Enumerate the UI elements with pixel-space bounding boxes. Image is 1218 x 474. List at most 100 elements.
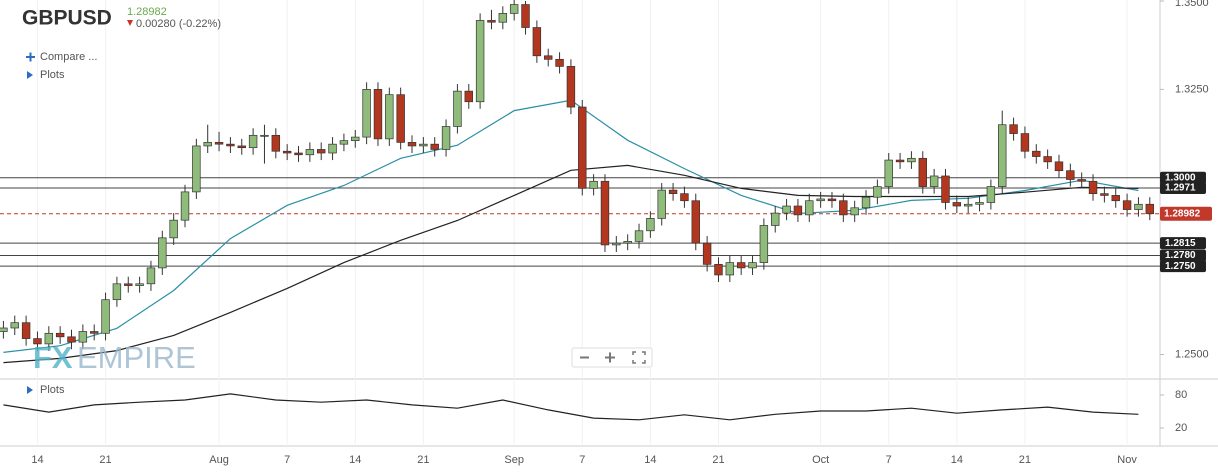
- candle-body: [975, 202, 984, 205]
- plus-icon[interactable]: [26, 52, 35, 62]
- candle-body: [192, 145, 201, 193]
- candle-body: [1134, 203, 1143, 210]
- candle-body: [1100, 193, 1109, 196]
- candle-body: [657, 189, 666, 219]
- candle-body: [748, 262, 757, 269]
- candle-body: [589, 180, 598, 189]
- candle-body: [680, 193, 689, 202]
- plots-icon[interactable]: [27, 71, 33, 79]
- candle-body: [986, 186, 996, 203]
- candle-body: [771, 212, 780, 226]
- candle-body: [600, 180, 610, 246]
- logo-empire: EMPIRE: [77, 340, 196, 375]
- candle-body: [124, 283, 133, 286]
- candle-body: [203, 142, 212, 147]
- candle-body: [453, 90, 462, 127]
- zoom-in[interactable]: [605, 352, 615, 363]
- candle-body: [725, 262, 735, 276]
- candle-body: [248, 134, 258, 149]
- candle-body: [396, 94, 405, 143]
- compare[interactable]: Compare ...: [40, 51, 97, 63]
- candle-body: [55, 332, 65, 338]
- candle-body: [1077, 179, 1086, 182]
- x-tick-label: 7: [579, 454, 585, 466]
- symbol: GBPUSD: [22, 7, 112, 30]
- price: 1.28982: [127, 6, 167, 18]
- candle-body: [101, 299, 110, 334]
- x-tick-label: 14: [349, 454, 361, 466]
- y-tick-label: 1.2500: [1175, 348, 1209, 360]
- candle-body: [1145, 203, 1154, 215]
- candle-body: [578, 106, 587, 189]
- x-tick-label: Sep: [504, 454, 524, 466]
- candle-body: [158, 237, 167, 269]
- x-tick-label: Aug: [209, 454, 229, 466]
- candle-body: [33, 338, 42, 345]
- candle-body: [351, 136, 360, 141]
- candle-body: [509, 4, 519, 14]
- x-tick-label: 21: [1019, 454, 1031, 466]
- candle-body: [362, 89, 371, 138]
- x-tick-label: 14: [644, 454, 656, 466]
- candle-body: [873, 186, 882, 198]
- candle-body: [782, 205, 791, 214]
- candle-body: [702, 242, 712, 265]
- y-tick-label: 1.3500: [1175, 0, 1209, 9]
- candle-body: [237, 145, 246, 149]
- candle-body: [668, 189, 678, 195]
- level-label: 1.2750: [1165, 261, 1196, 272]
- candle-body: [884, 159, 893, 187]
- candle-body: [929, 175, 939, 187]
- candle-body: [646, 218, 655, 232]
- candle-body: [793, 205, 803, 216]
- candle-body: [839, 200, 848, 216]
- candle-body: [566, 66, 576, 108]
- candle-body: [963, 203, 973, 207]
- candle-body: [146, 267, 156, 285]
- candle-body: [1054, 161, 1064, 172]
- candle-body: [44, 332, 54, 345]
- candle-body: [1032, 150, 1041, 157]
- candle-body: [532, 27, 542, 57]
- logo-fx: FX: [33, 340, 73, 375]
- level-label: 1.3000: [1165, 172, 1196, 183]
- candle-body: [895, 159, 905, 163]
- candle-body: [169, 219, 178, 239]
- candle-body: [623, 241, 632, 244]
- last-price-label: 1.28982: [1164, 208, 1201, 219]
- indicator-label[interactable]: Plots: [40, 384, 65, 396]
- x-tick-label: 7: [886, 454, 892, 466]
- fullscreen[interactable]: [632, 351, 646, 364]
- candle-body: [521, 4, 530, 28]
- down-arrow: [127, 20, 133, 26]
- candle-body: [952, 202, 962, 207]
- candle-body: [317, 149, 326, 154]
- plots[interactable]: Plots: [40, 69, 65, 81]
- level-label: 1.2815: [1165, 238, 1196, 249]
- candle-body: [260, 134, 269, 137]
- candle-body: [736, 262, 746, 269]
- indicator-tick-label: 20: [1175, 422, 1187, 434]
- candle-body: [475, 20, 485, 103]
- level-tag: [1160, 260, 1206, 273]
- candle-body: [282, 150, 292, 154]
- candle-body: [941, 175, 950, 203]
- candle-body: [691, 200, 700, 244]
- indicator-icon[interactable]: [27, 386, 33, 394]
- candle-body: [612, 242, 621, 246]
- candle-body: [328, 143, 337, 154]
- candle-body: [861, 196, 871, 209]
- candle-body: [816, 198, 825, 202]
- candle-body: [805, 200, 814, 216]
- zoom-controls: [571, 347, 653, 368]
- level-label: 1.2780: [1165, 250, 1196, 261]
- level-label: 1.2971: [1165, 183, 1196, 194]
- x-tick-label: Oct: [812, 454, 829, 466]
- indicator-tick-label: 80: [1175, 389, 1187, 401]
- candle-body: [112, 283, 122, 301]
- x-tick-label: 14: [951, 454, 963, 466]
- candle-body: [180, 191, 190, 221]
- candle-body: [498, 13, 508, 23]
- y-tick-label: 1.3250: [1175, 83, 1209, 95]
